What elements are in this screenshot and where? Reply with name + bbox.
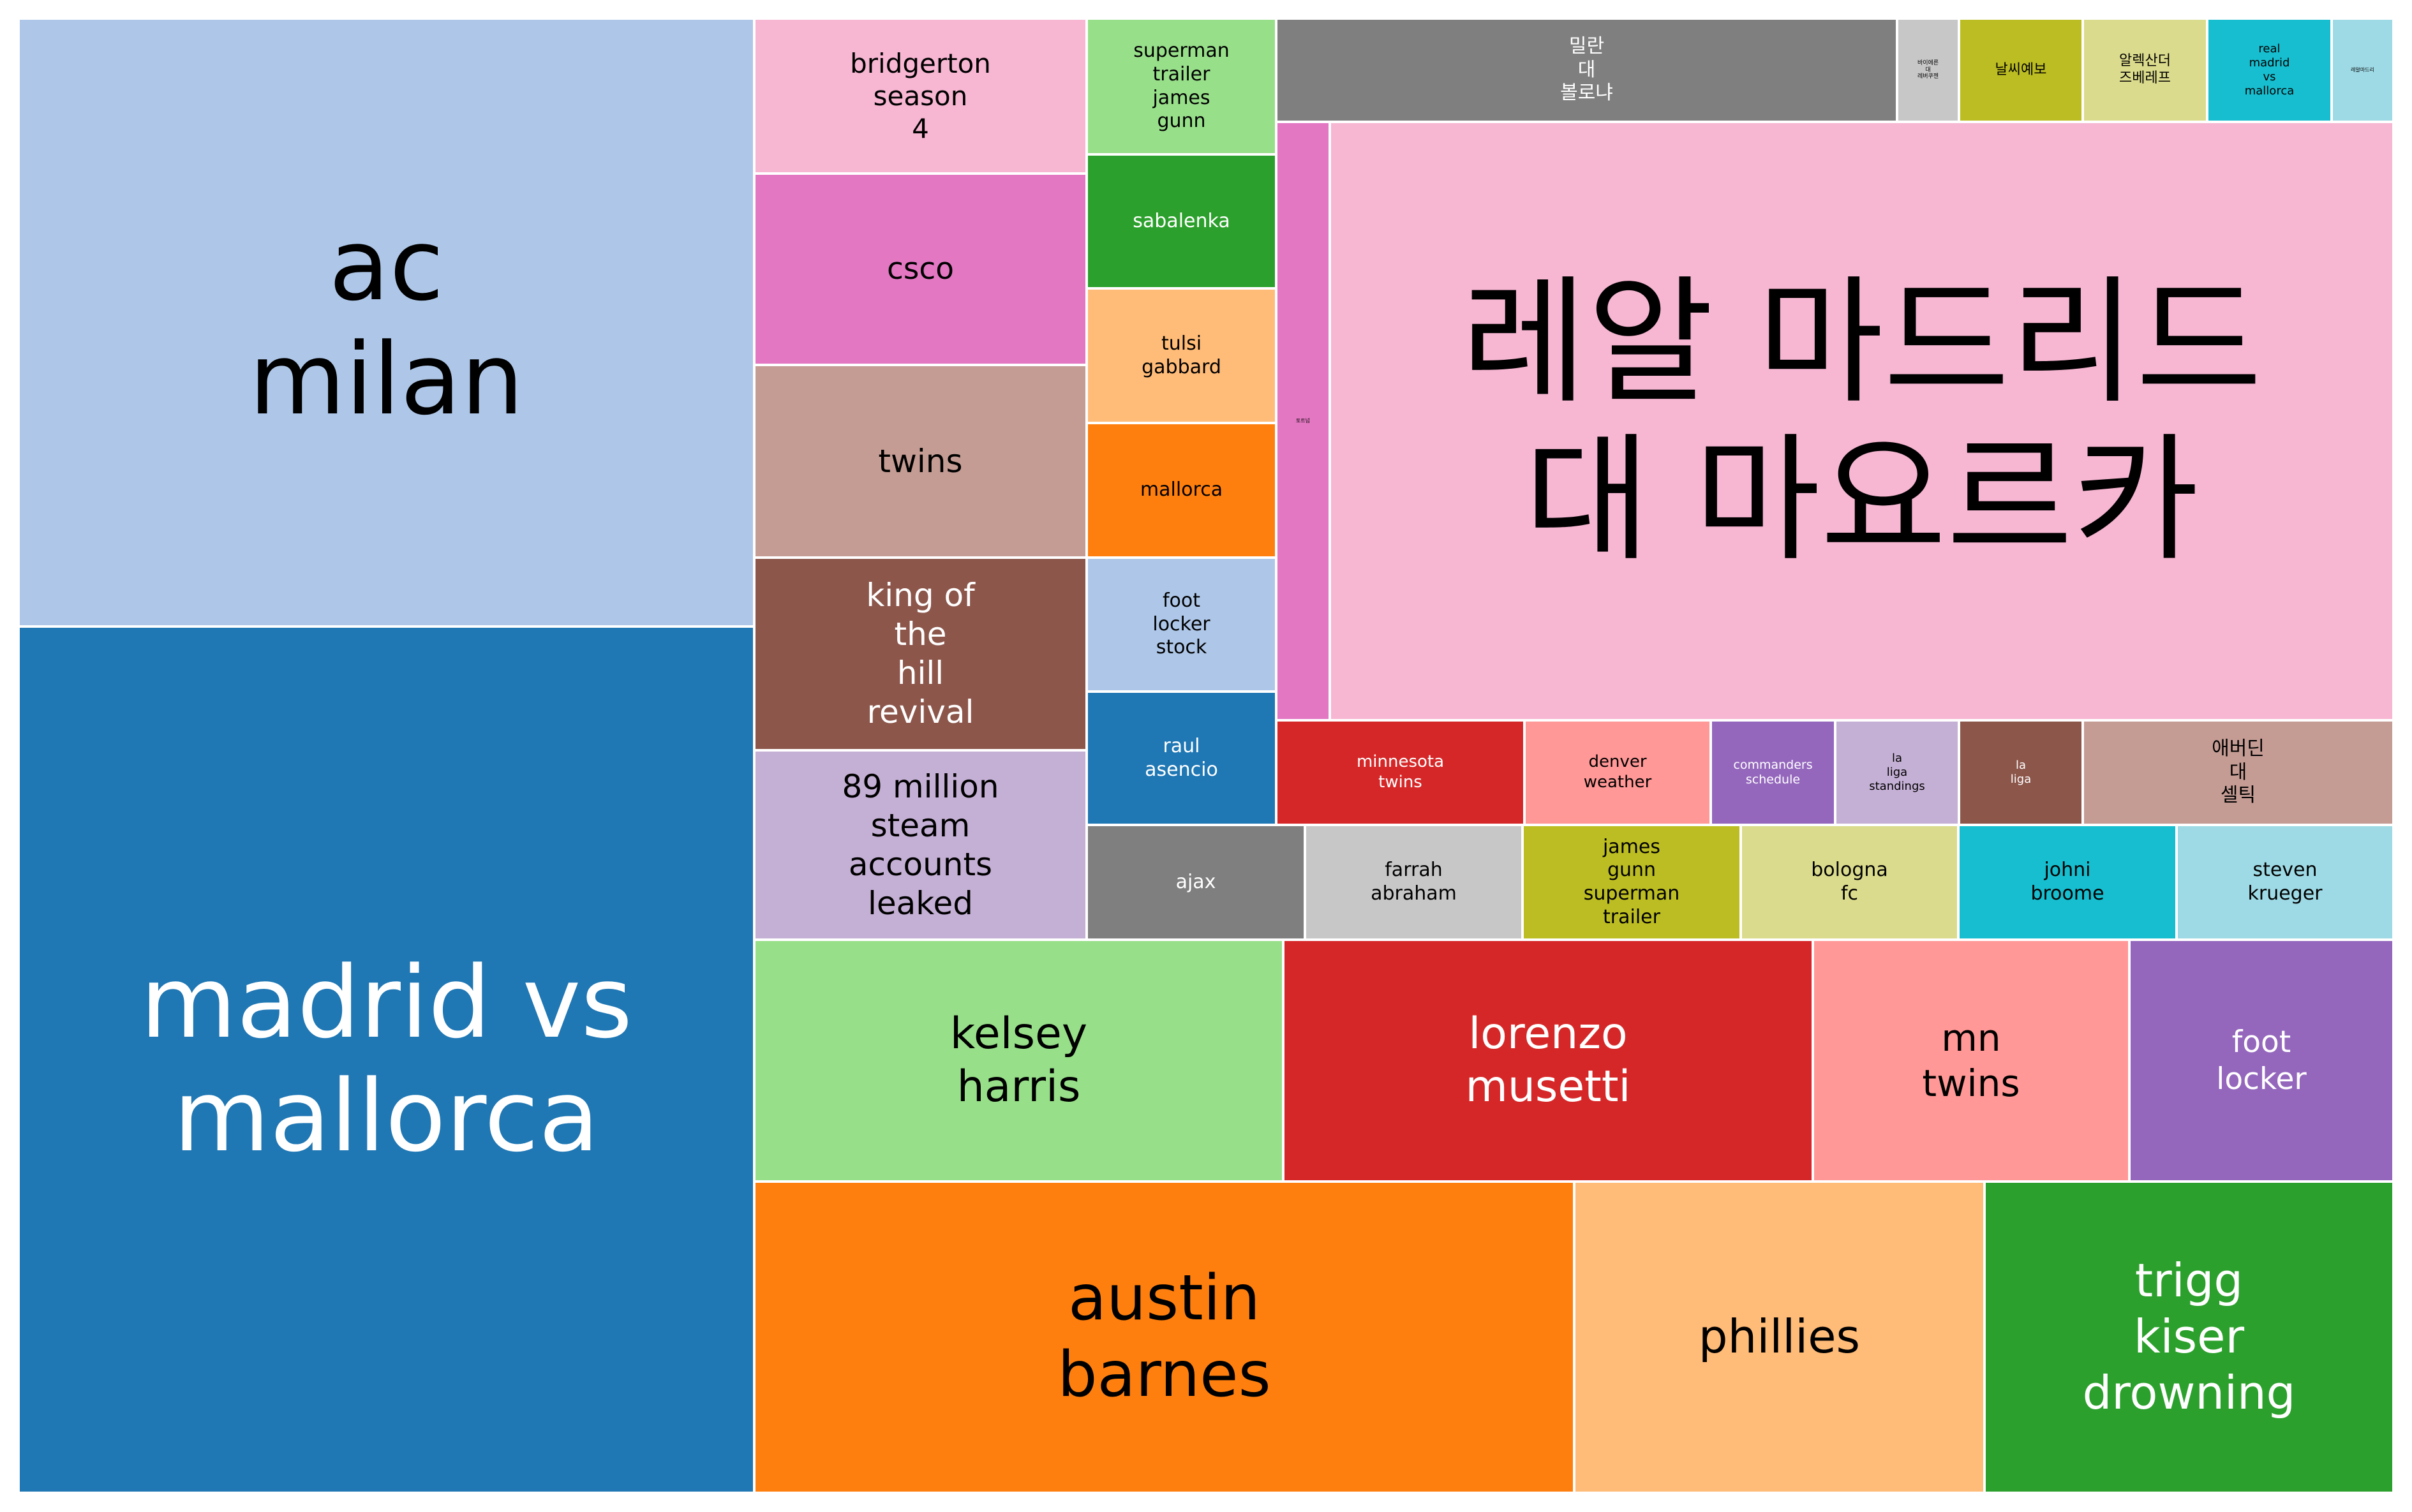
treemap-tile: foot locker stock bbox=[1087, 558, 1276, 692]
treemap-tile: mallorca bbox=[1087, 423, 1276, 558]
treemap-tile-label: steven krueger bbox=[2247, 859, 2323, 905]
treemap-tile-label: superman trailer james gunn bbox=[1133, 40, 1230, 133]
treemap-tile: sabalenka bbox=[1087, 154, 1276, 288]
treemap-tile-label: bologna fc bbox=[1811, 859, 1888, 905]
treemap-tile: farrah abraham bbox=[1305, 825, 1522, 940]
treemap-tile: 알렉산더 즈베레프 bbox=[2083, 19, 2207, 122]
treemap-tile-label: sabalenka bbox=[1133, 209, 1230, 232]
treemap-tile-label: real madrid vs mallorca bbox=[2244, 42, 2295, 98]
treemap-tile-label: csco bbox=[887, 251, 954, 287]
treemap-tile-label: la liga standings bbox=[1869, 752, 1925, 793]
treemap-tile-label: la liga bbox=[2010, 759, 2032, 786]
treemap-tile-label: bridgerton season 4 bbox=[850, 47, 991, 145]
treemap-tile: commanders schedule bbox=[1711, 720, 1835, 825]
treemap-tile: la liga standings bbox=[1835, 720, 1959, 825]
treemap-tile: mn twins bbox=[1813, 940, 2129, 1182]
treemap-tile: 바이에른 대 레버쿠젠 bbox=[1897, 19, 1959, 122]
treemap-tile: king of the hill revival bbox=[754, 558, 1087, 750]
treemap-tile: trigg kiser drowning bbox=[1984, 1182, 2393, 1493]
treemap-tile: real madrid vs mallorca bbox=[2207, 19, 2332, 122]
treemap-tile-label: 알렉산더 즈베레프 bbox=[2119, 53, 2171, 86]
treemap-tile: james gunn superman trailer bbox=[1522, 825, 1741, 940]
treemap-tile-label: 날씨예보 bbox=[1995, 61, 2047, 78]
treemap-tile-label: 토트넘 bbox=[1295, 418, 1311, 424]
treemap-tile: steven krueger bbox=[2177, 825, 2393, 940]
treemap-tile: tulsi gabbard bbox=[1087, 288, 1276, 423]
treemap-tile-label: ajax bbox=[1175, 870, 1216, 893]
treemap-tile-label: 바이에른 대 레버쿠젠 bbox=[1917, 59, 1939, 80]
treemap-tile-label: james gunn superman trailer bbox=[1583, 835, 1680, 928]
treemap-tile-label: 89 million steam accounts leaked bbox=[842, 767, 999, 922]
treemap-tile: austin barnes bbox=[754, 1182, 1574, 1493]
treemap-tile: bridgerton season 4 bbox=[754, 19, 1087, 174]
treemap-tile-label: 레알마드리 bbox=[2351, 67, 2374, 73]
treemap-tile: kelsey harris bbox=[754, 940, 1283, 1182]
treemap-tile-label: mallorca bbox=[1140, 478, 1223, 501]
treemap-tile: 날씨예보 bbox=[1959, 19, 2083, 122]
treemap-tile: 애버딘 대 셀틱 bbox=[2083, 720, 2393, 825]
treemap-tile-label: foot locker bbox=[2216, 1025, 2307, 1097]
treemap-tile: ajax bbox=[1087, 825, 1305, 940]
treemap-tile: bologna fc bbox=[1741, 825, 1958, 940]
treemap-tile: phillies bbox=[1574, 1182, 1984, 1493]
treemap-tile: csco bbox=[754, 174, 1087, 365]
treemap-tile-label: commanders schedule bbox=[1733, 757, 1813, 787]
treemap-tile-label: raul asencio bbox=[1145, 734, 1218, 781]
treemap-tile: 레알마드리 bbox=[2332, 19, 2393, 122]
treemap-tile-label: denver weather bbox=[1583, 752, 1652, 792]
treemap-tile-label: phillies bbox=[1698, 1310, 1861, 1364]
treemap-tile-label: trigg kiser drowning bbox=[2082, 1254, 2296, 1419]
treemap-tile-label: 밀란 대 볼로냐 bbox=[1560, 35, 1613, 105]
treemap-tile: johni broome bbox=[1958, 825, 2177, 940]
treemap-tile-label: austin barnes bbox=[1057, 1262, 1271, 1411]
treemap-tile: minnesota twins bbox=[1276, 720, 1524, 825]
treemap-tile-label: kelsey harris bbox=[949, 1008, 1088, 1112]
treemap-tile-label: johni broome bbox=[2030, 859, 2104, 905]
treemap-tile: ac milan bbox=[19, 19, 754, 626]
treemap-tile: denver weather bbox=[1524, 720, 1711, 825]
treemap-tile-label: twins bbox=[878, 442, 963, 480]
treemap-tile-label: farrah abraham bbox=[1371, 859, 1457, 905]
treemap-tile-label: mn twins bbox=[1922, 1016, 2020, 1105]
treemap-tile: twins bbox=[754, 365, 1087, 558]
treemap-tile-label: minnesota twins bbox=[1356, 752, 1445, 792]
treemap-tile: 레알 마드리드 대 마요르카 bbox=[1330, 122, 2393, 720]
treemap-tile: foot locker bbox=[2129, 940, 2393, 1182]
treemap-tile-label: ac milan bbox=[249, 207, 524, 437]
treemap-tile-label: king of the hill revival bbox=[866, 577, 975, 730]
treemap-tile-label: 애버딘 대 셀틱 bbox=[2212, 737, 2265, 807]
treemap-tile: lorenzo musetti bbox=[1283, 940, 1813, 1182]
treemap-tile: madrid vs mallorca bbox=[19, 626, 754, 1493]
treemap-tile: la liga bbox=[1959, 720, 2083, 825]
treemap-tile: raul asencio bbox=[1087, 692, 1276, 825]
treemap-tile: 토트넘 bbox=[1276, 122, 1330, 720]
treemap-tile-label: tulsi gabbard bbox=[1142, 332, 1221, 378]
treemap-tile-label: 레알 마드리드 대 마요르카 bbox=[1461, 262, 2263, 580]
treemap-tile: 밀란 대 볼로냐 bbox=[1276, 19, 1897, 122]
treemap-tile: superman trailer james gunn bbox=[1087, 19, 1276, 154]
treemap-tile-label: foot locker stock bbox=[1152, 589, 1210, 659]
treemap-tile-label: lorenzo musetti bbox=[1465, 1008, 1631, 1112]
treemap-tile-label: madrid vs mallorca bbox=[140, 944, 633, 1174]
treemap-tile: 89 million steam accounts leaked bbox=[754, 750, 1087, 940]
